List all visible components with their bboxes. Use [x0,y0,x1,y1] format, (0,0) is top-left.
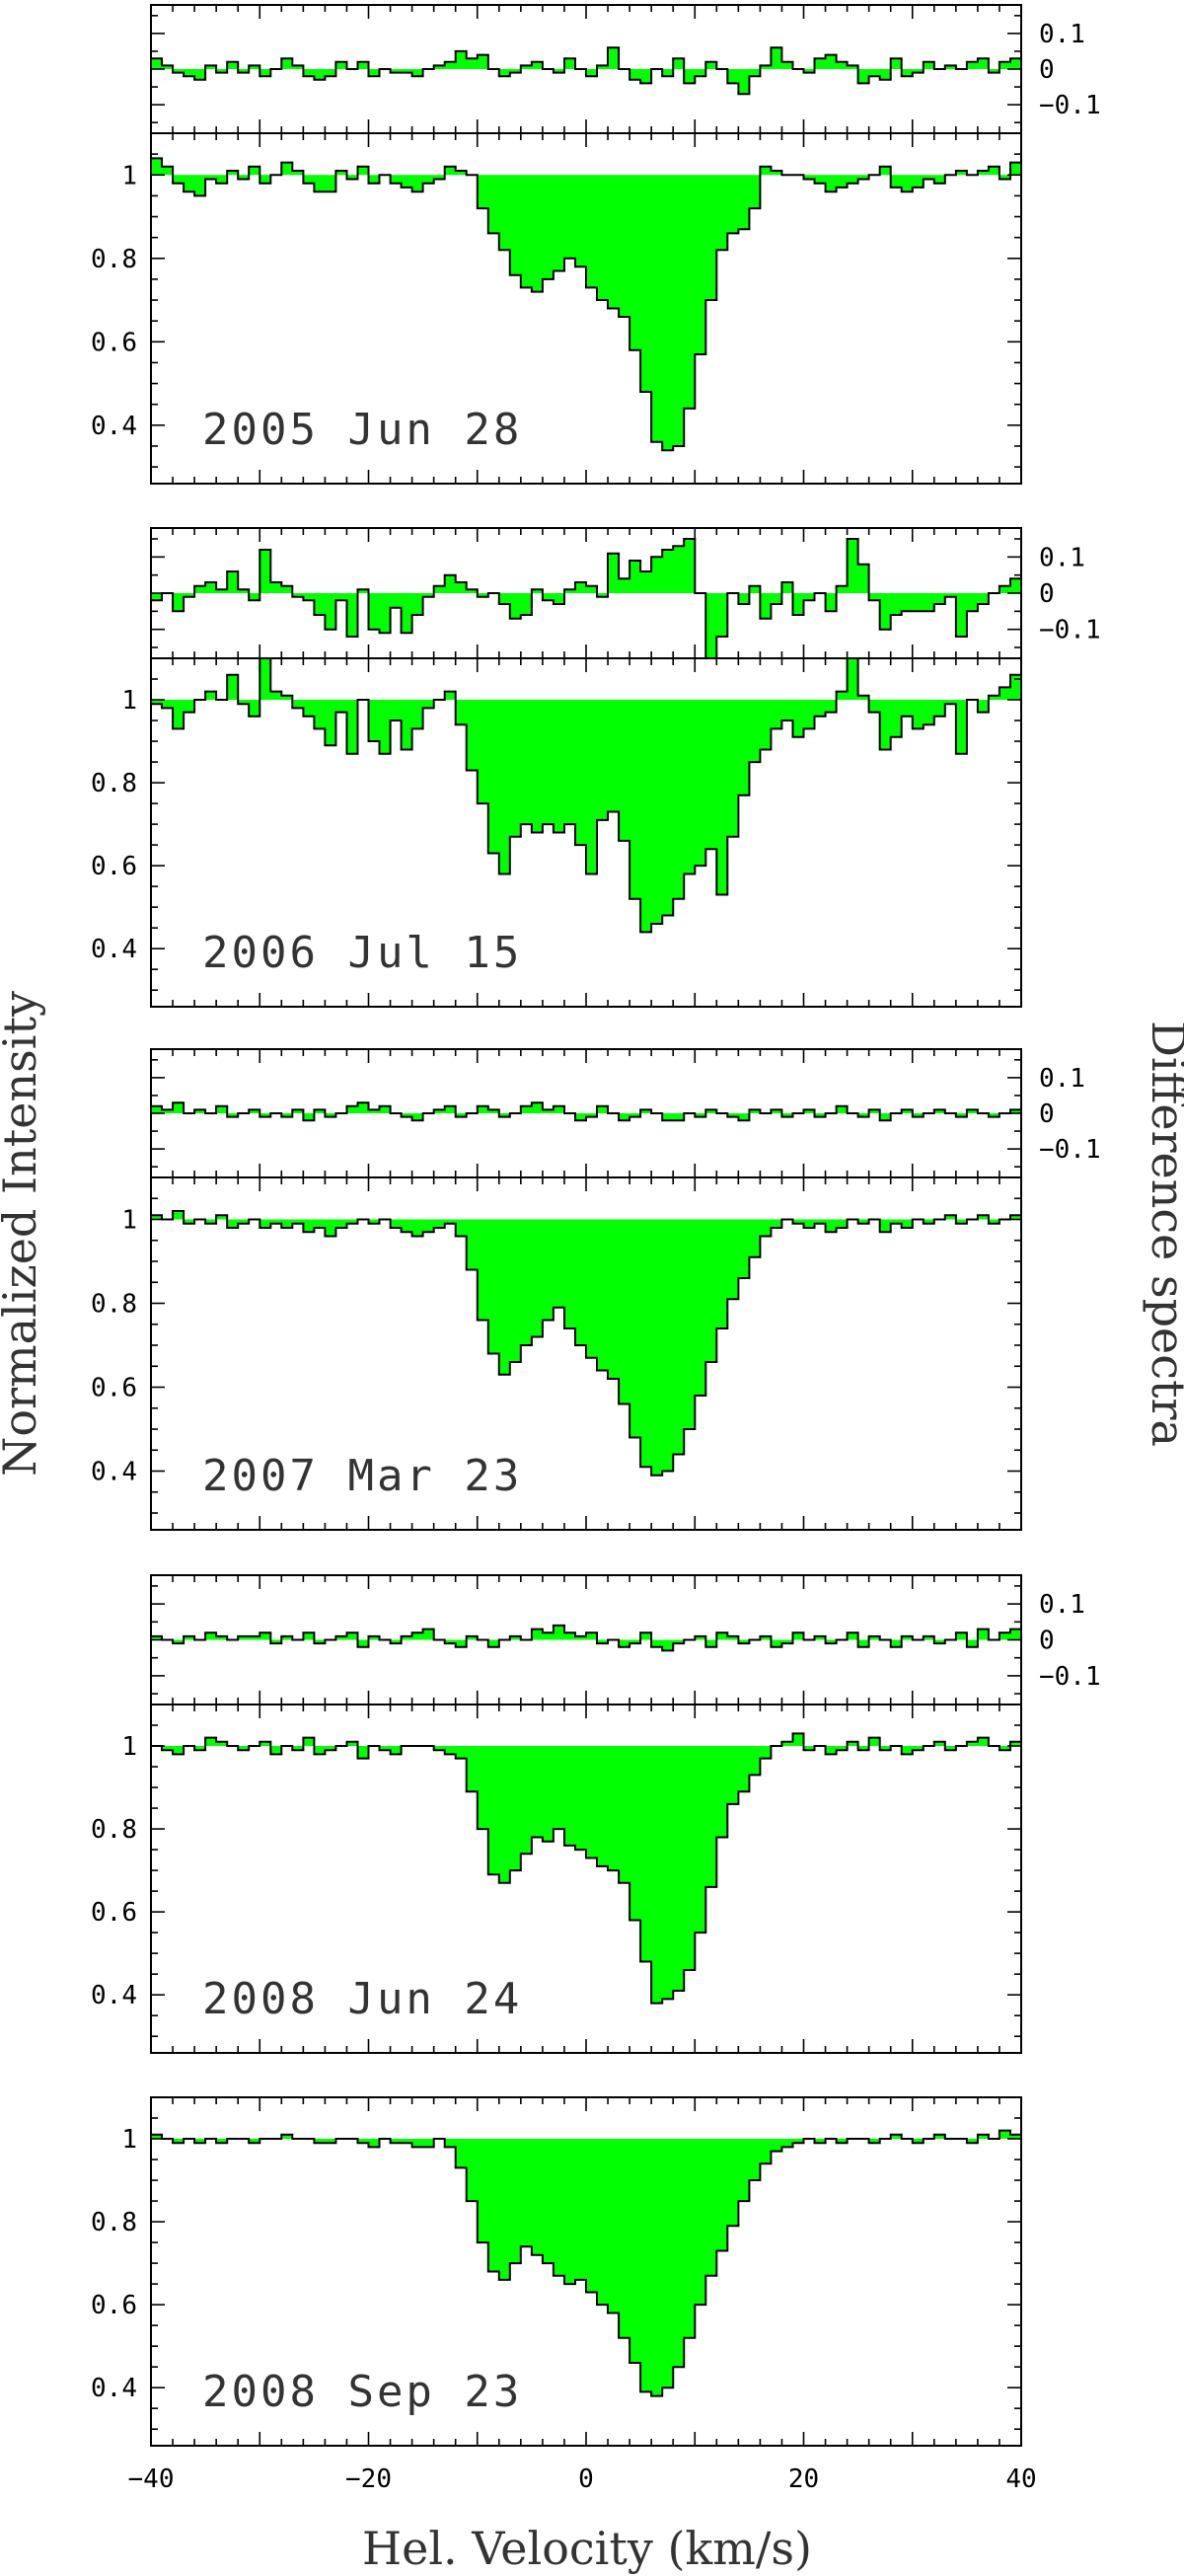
intensity-plot [151,1732,1021,2005]
x-tick-label: −20 [345,2464,392,2494]
difference-frame [150,1574,1022,1705]
panel-date-label: 2008 Sep 23 [202,2367,522,2417]
difference-spectrum [151,1101,1021,1122]
y-tick-label: 0.6 [91,1374,137,1403]
diff-tick-label: −0.1 [1039,1662,1101,1692]
difference-plot [151,538,1021,658]
y-tick-label: 0.8 [91,2208,137,2237]
intensity-plot [151,658,1021,934]
panel-1: 0.4 0.6 0.8 1 2005 Jun 28 −0.1 0 0.1 [91,4,1101,485]
difference-spectrum [151,538,1021,658]
diff-tick-label: 0.1 [1039,1590,1085,1620]
y-tick-label: 0.4 [91,1458,137,1487]
intensity-spectrum [151,658,1021,934]
diff-tick-label: 0 [1039,1627,1055,1656]
intensity-fill [151,1211,1021,1476]
x-axis-label: Hel. Velocity (km/s) [362,2522,812,2575]
intensity-frame [150,2096,1022,2447]
x-axis: −40 −20 0 20 40 [128,2464,1037,2494]
difference-plot [151,1624,1021,1652]
intensity-fill [151,1733,1021,2004]
intensity-plot [151,1210,1021,1477]
diff-tick-label: 0 [1039,55,1055,85]
intensity-spectrum [151,1210,1021,1477]
y-tick-label: 0.8 [91,1290,137,1320]
y-tick-label: 0.6 [91,328,137,357]
x-tick-label: −40 [128,2464,175,2494]
intensity-spectrum [151,1732,1021,2005]
intensity-plot [151,2129,1021,2397]
intensity-spectrum [151,157,1021,452]
intensity-fill [151,158,1021,451]
intensity-plot [151,157,1021,452]
y-tick-label: 0.6 [91,2291,137,2320]
difference-fill [151,539,1021,658]
panel-date-label: 2005 Jun 28 [202,405,522,455]
y-tick-label: 0.6 [91,1898,137,1928]
difference-plot [151,1101,1021,1122]
y-tick-label: 0.8 [91,1815,137,1845]
y-tick-label: 0.6 [91,852,137,881]
y-tick-label: 1 [121,1732,137,1762]
diff-tick-label: −0.1 [1039,1135,1101,1165]
diff-tick-label: 0.1 [1039,1064,1085,1094]
x-tick-label: 40 [1005,2464,1036,2494]
diff-tick-label: 0.1 [1039,20,1085,49]
x-tick-label: 20 [788,2464,819,2494]
panel-4: 0.4 0.6 0.8 1 2008 Jun 24 −0.1 0 0.1 [91,1574,1101,2054]
panel-2: 0.4 0.6 0.8 1 2006 Jul 15 −0.1 0 0.1 [91,527,1101,1008]
intensity-fill [151,658,1021,933]
difference-frame [150,1048,1022,1178]
y-tick-label: 0.4 [91,2374,137,2403]
difference-plot [151,46,1021,96]
panel-3: 0.4 0.6 0.8 1 2007 Mar 23 −0.1 0 0.1 [91,1048,1101,1531]
difference-spectrum [151,1624,1021,1652]
difference-frame [150,4,1022,134]
panel-5: 0.4 0.6 0.8 1 2008 Sep 23 [91,2096,1022,2447]
y-tick-label: 1 [121,1206,137,1236]
y-axis-label: Normalized Intensity [0,991,46,1477]
diff-tick-label: −0.1 [1039,91,1101,120]
y-tick-label: 1 [121,686,137,716]
y-tick-label: 0.8 [91,245,137,274]
diff-tick-label: −0.1 [1039,616,1101,645]
y-tick-label: 0.4 [91,412,137,441]
panel-date-label: 2006 Jul 15 [202,928,522,978]
intensity-spectrum [151,2129,1021,2397]
y-axis-label-right: Difference spectra [1142,1021,1184,1447]
difference-frame [150,527,1022,659]
difference-spectrum [151,46,1021,96]
panel-date-label: 2007 Mar 23 [202,1451,522,1501]
y-tick-label: 0.4 [91,935,137,964]
y-tick-label: 1 [121,2125,137,2155]
diff-tick-label: 0 [1039,579,1055,609]
x-tick-label: 0 [578,2464,594,2494]
panels-group: 0.4 0.6 0.8 1 2005 Jun 28 −0.1 0 0.1 0.4 0.6 0.8 1 2… [91,4,1101,2447]
y-tick-label: 1 [121,161,137,190]
y-tick-label: 0.4 [91,1981,137,2010]
y-tick-label: 0.8 [91,769,137,798]
intensity-fill [151,2130,1021,2396]
panel-date-label: 2008 Jun 24 [202,1974,522,2024]
diff-tick-label: 0.1 [1039,543,1085,572]
diff-tick-label: 0 [1039,1099,1055,1129]
